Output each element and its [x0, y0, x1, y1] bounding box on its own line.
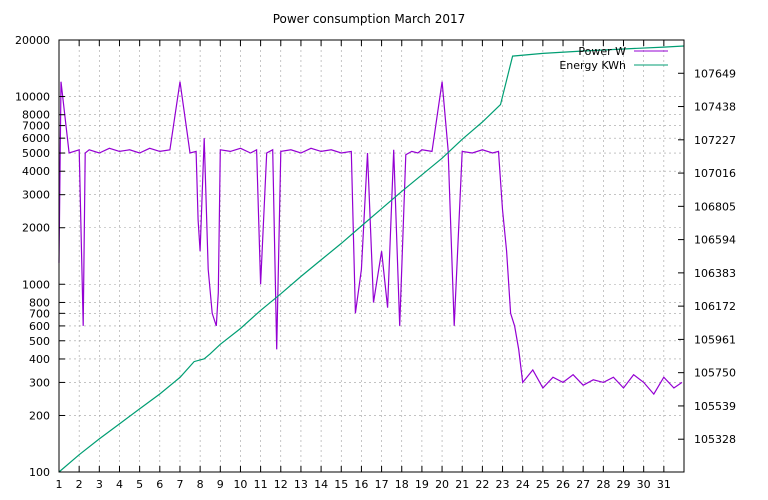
x-tick-label: 28 — [596, 478, 610, 491]
x-tick-label: 1 — [56, 478, 63, 491]
x-tick-label: 9 — [217, 478, 224, 491]
y-tick-label: 1000 — [22, 278, 50, 291]
y-tick-label: 400 — [29, 353, 50, 366]
x-tick-label: 20 — [435, 478, 449, 491]
y-tick-label: 5000 — [22, 147, 50, 160]
x-tick-label: 7 — [176, 478, 183, 491]
y2-tick-label: 107438 — [694, 101, 736, 114]
x-tick-label: 30 — [637, 478, 651, 491]
x-tick-label: 19 — [415, 478, 429, 491]
series-line-power — [58, 81, 683, 396]
x-tick-label: 12 — [274, 478, 288, 491]
y2-tick-label: 107649 — [694, 67, 736, 80]
y2-tick-label: 107016 — [694, 167, 736, 180]
x-tick-label: 15 — [334, 478, 348, 491]
x-tick-label: 6 — [156, 478, 163, 491]
y2-tick-label: 105750 — [694, 367, 736, 380]
y-tick-label: 100 — [29, 466, 50, 479]
legend-label-power: Power W — [578, 45, 626, 58]
y2-tick-label: 106594 — [694, 234, 736, 247]
x-tick-label: 16 — [354, 478, 368, 491]
legend-label-energy: Energy KWh — [559, 59, 626, 72]
y-tick-label: 20000 — [15, 34, 50, 47]
y2-tick-label: 106805 — [694, 200, 736, 213]
x-tick-label: 17 — [375, 478, 389, 491]
y2-tick-label: 106172 — [694, 300, 736, 313]
x-tick-label: 10 — [233, 478, 247, 491]
x-tick-label: 3 — [96, 478, 103, 491]
x-tick-label: 23 — [496, 478, 510, 491]
x-tick-label: 8 — [197, 478, 204, 491]
plot-border — [58, 39, 685, 473]
y-tick-label: 700 — [29, 307, 50, 320]
x-tick-label: 27 — [576, 478, 590, 491]
y-tick-label: 8000 — [22, 109, 50, 122]
legend: Power W Energy KWh — [559, 45, 668, 72]
y2-tick-label: 105539 — [694, 400, 736, 413]
y-tick-label: 3000 — [22, 189, 50, 202]
x-tick-label: 18 — [395, 478, 409, 491]
x-tick-label: 26 — [556, 478, 570, 491]
y-tick-label: 6000 — [22, 132, 50, 145]
x-tick-label: 11 — [254, 478, 268, 491]
y2-tick-label: 105328 — [694, 433, 736, 446]
x-tick-label: 24 — [516, 478, 530, 491]
y-tick-label: 800 — [29, 296, 50, 309]
y-tick-label: 500 — [29, 335, 50, 348]
series-layer — [58, 45, 685, 473]
y-tick-label: 4000 — [22, 165, 50, 178]
x-tick-label: 25 — [536, 478, 550, 491]
axis-layer: 1 2 3 4 5 6 7 8 9 10 11 12 13 14 15 16 17 18 19 20 21 22 23 24 2… — [15, 34, 736, 491]
y2-tick-label: 105961 — [694, 333, 736, 346]
x-tick-label: 29 — [617, 478, 631, 491]
y-tick-label: 300 — [29, 376, 50, 389]
y-tick-label: 600 — [29, 320, 50, 333]
y-tick-label: 10000 — [15, 91, 50, 104]
x-tick-label: 13 — [294, 478, 308, 491]
x-tick-label: 21 — [455, 478, 469, 491]
x-tick-label: 22 — [475, 478, 489, 491]
x-tick-label: 2 — [76, 478, 83, 491]
y2-tick-label: 107227 — [694, 134, 736, 147]
y-tick-label: 7000 — [22, 120, 50, 133]
chart-title: Power consumption March 2017 — [273, 12, 466, 26]
y2-tick-label: 106383 — [694, 267, 736, 280]
x-tick-label: 4 — [116, 478, 123, 491]
series-line-energy — [58, 45, 685, 473]
x-tick-label: 5 — [136, 478, 143, 491]
x-tick-label: 14 — [314, 478, 328, 491]
y-tick-label: 2000 — [22, 222, 50, 235]
y-tick-label: 200 — [29, 409, 50, 422]
x-tick-label: 31 — [657, 478, 671, 491]
